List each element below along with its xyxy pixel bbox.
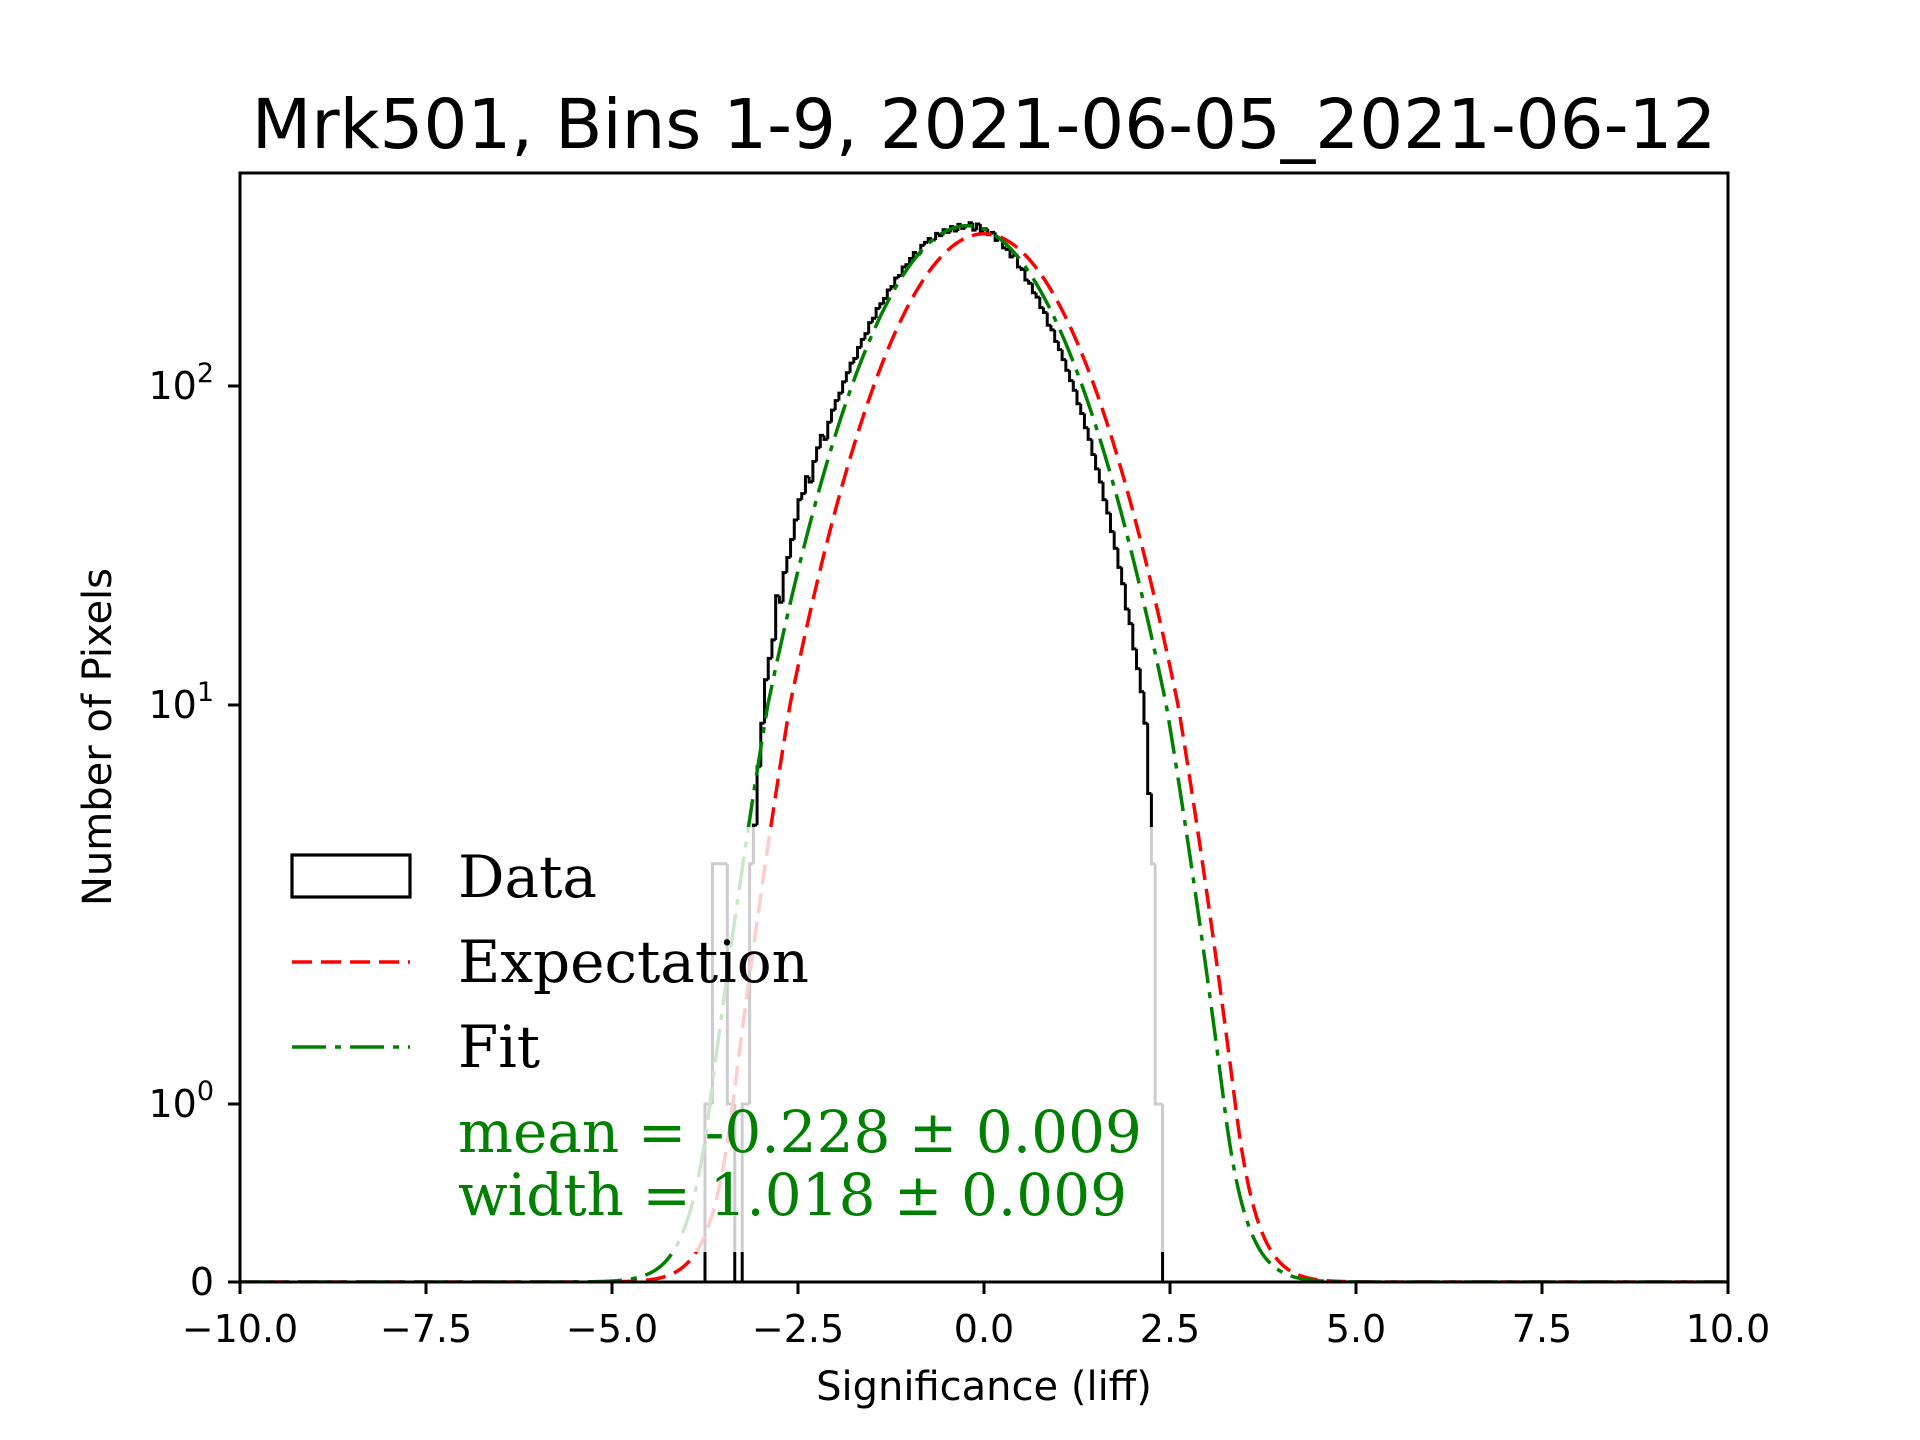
curve-expectation bbox=[240, 232, 1728, 1282]
legend-label-fit: Fit bbox=[458, 1013, 540, 1081]
fit-width-annotation: width = 1.018 ± 0.009 bbox=[458, 1161, 1127, 1229]
y-tick-label-exponent: 0 bbox=[197, 1076, 214, 1107]
y-tick-label: 0 bbox=[190, 1260, 214, 1304]
y-tick-label-exponent: 2 bbox=[197, 358, 214, 389]
legend-background bbox=[282, 827, 1170, 1252]
x-axis-ticks: −10.0 −7.5 −5.0 −2.5 0.0 2.5 5.0 7.5 10.0 bbox=[182, 1282, 1771, 1351]
y-tick-label-base: 10 bbox=[148, 683, 196, 727]
y-tick-label: 101 bbox=[148, 677, 214, 727]
x-tick-label: −10.0 bbox=[182, 1307, 298, 1351]
x-tick-label: 2.5 bbox=[1140, 1307, 1200, 1351]
x-tick-label: 0.0 bbox=[954, 1307, 1014, 1351]
x-tick-label: −5.0 bbox=[566, 1307, 658, 1351]
y-tick-label-base: 10 bbox=[148, 364, 196, 408]
y-tick-label: 100 bbox=[148, 1076, 214, 1126]
legend-label-expectation: Expectation bbox=[458, 928, 809, 996]
x-tick-label: 7.5 bbox=[1512, 1307, 1572, 1351]
y-tick-label-exponent: 1 bbox=[197, 677, 214, 708]
legend-marker-data bbox=[290, 853, 412, 899]
x-tick-label: 10.0 bbox=[1686, 1307, 1771, 1351]
legend-label-data: Data bbox=[458, 843, 597, 911]
model-curves bbox=[240, 223, 1728, 1282]
y-tick-label: 102 bbox=[148, 358, 214, 408]
y-tick-label-base: 10 bbox=[148, 1082, 196, 1126]
x-tick-label: −7.5 bbox=[380, 1307, 472, 1351]
y-axis-label: Number of Pixels bbox=[75, 568, 121, 906]
x-tick-label: 5.0 bbox=[1326, 1307, 1386, 1351]
x-axis-label: Significance (liff) bbox=[816, 1364, 1152, 1410]
y-tick-label-base: 0 bbox=[190, 1260, 214, 1304]
x-tick-label: −2.5 bbox=[752, 1307, 844, 1351]
curve-fit bbox=[240, 223, 1728, 1282]
legend: Data Expectation Fit bbox=[282, 827, 1170, 1252]
chart-title: Mrk501, Bins 1-9, 2021-06-05_2021-06-12 bbox=[252, 85, 1717, 165]
fit-mean-annotation: mean = -0.228 ± 0.009 bbox=[458, 1098, 1142, 1166]
